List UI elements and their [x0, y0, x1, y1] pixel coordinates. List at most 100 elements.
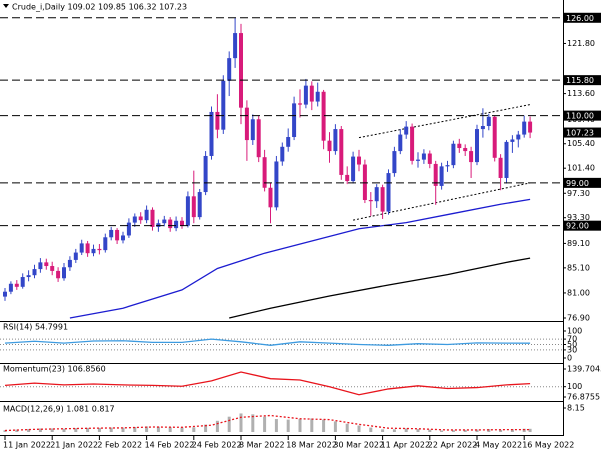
candle-body: [445, 165, 450, 167]
candle-body: [321, 91, 326, 141]
candle-body: [3, 291, 7, 297]
candle-body: [516, 134, 521, 140]
candle-body: [292, 103, 297, 138]
y-tick-label: 139.7045: [567, 365, 601, 374]
y-tick-label: 76.8755: [567, 393, 600, 402]
candle-body: [433, 163, 438, 186]
macd-bar: [215, 420, 219, 432]
candle-body: [174, 220, 179, 229]
x-tick-label: 11 Jan 2022: [3, 441, 51, 450]
candle-body: [280, 146, 285, 162]
candle-body: [374, 187, 379, 202]
candle-body: [268, 187, 273, 208]
macd-bar: [109, 427, 113, 432]
macd-bar: [239, 413, 243, 432]
x-tick-label: 4 May 2022: [475, 441, 522, 450]
y-tick-label: 0: [567, 354, 572, 363]
candle-body: [492, 116, 497, 158]
x-tick-label: 16 May 2022: [522, 441, 574, 450]
candle-body: [368, 199, 373, 202]
candle-body: [103, 237, 108, 251]
candle-body: [44, 262, 49, 267]
macd-bar: [499, 429, 503, 432]
macd-bar: [392, 429, 396, 432]
trend-line: [358, 104, 531, 139]
candle-body: [32, 269, 37, 276]
macd-bar: [333, 421, 337, 432]
macd-bar: [322, 419, 326, 432]
macd-bar: [404, 428, 408, 432]
price-label-box: [564, 127, 601, 138]
macd-bar: [50, 428, 54, 432]
macd-bar: [133, 426, 137, 432]
candle-body: [351, 156, 356, 182]
candle-body: [469, 151, 474, 163]
candle-body: [327, 140, 332, 152]
candle-body: [197, 192, 202, 218]
level-label-box: [564, 177, 601, 188]
candle-body: [126, 222, 131, 236]
level-label: 99.00: [566, 179, 589, 188]
candle-body: [156, 223, 161, 227]
candle-body: [298, 103, 302, 105]
macd-bar: [345, 423, 349, 432]
menu-arrow: [3, 4, 9, 8]
candle-body: [203, 155, 208, 193]
candle-body: [303, 85, 308, 105]
macd-bar: [180, 427, 184, 432]
macd-bar: [251, 414, 255, 432]
y-tick-label: 85.10: [567, 263, 590, 272]
candle-body: [528, 121, 533, 133]
candle-body: [486, 116, 491, 127]
candle-body: [498, 157, 503, 178]
candle-body: [250, 119, 255, 141]
candle-body: [14, 283, 19, 287]
macd-bar: [263, 416, 267, 432]
macd-bar: [192, 427, 196, 432]
candle-body: [380, 187, 385, 212]
candle-body: [191, 196, 196, 218]
level-label: 110.00: [566, 112, 594, 121]
y-tick-label: 81.00: [567, 288, 590, 297]
macd-bar: [440, 430, 444, 432]
x-tick-label: 22 Apr 2022: [428, 441, 477, 450]
level-label: 115.80: [566, 76, 594, 85]
x-tick-label: 14 Feb 2022: [145, 441, 195, 450]
candle-body: [144, 209, 149, 221]
frame: [0, 0, 564, 436]
pane-title: Crude_i,Daily 109.02 109.85 106.32 107.2…: [12, 3, 187, 12]
candle-body: [451, 143, 456, 166]
level-label-box: [564, 12, 601, 23]
candle-body: [73, 252, 78, 260]
macd-bar: [381, 429, 385, 432]
macd-bar: [528, 428, 532, 432]
macd-bar: [451, 430, 455, 432]
x-tick-label: 2 Feb 2022: [97, 441, 142, 450]
candle-body: [215, 111, 220, 130]
candle-body: [233, 33, 238, 59]
macd-bar: [168, 427, 172, 432]
macd-bar: [38, 428, 42, 432]
candle-body: [185, 196, 190, 226]
x-tick-label: 24 Feb 2022: [192, 441, 242, 450]
candle-body: [109, 229, 114, 238]
macd-bar: [487, 429, 491, 432]
candle-body: [50, 266, 55, 271]
indicator-line: [229, 257, 531, 319]
candle-body: [121, 235, 125, 241]
y-tick-label: 70: [567, 335, 577, 344]
last-price-label: 107.23: [566, 129, 594, 138]
candle-body: [504, 141, 509, 178]
macd-bar: [286, 419, 290, 432]
y-tick-label: 8.15: [567, 404, 585, 413]
candle-body: [79, 243, 84, 253]
level-label: 92.00: [566, 222, 589, 231]
macd-bar: [357, 425, 361, 432]
candle-body: [115, 229, 120, 241]
macd-bar: [369, 427, 373, 432]
candle-body: [91, 248, 96, 254]
candle-body: [67, 259, 72, 268]
candle-body: [463, 148, 468, 152]
candle-body: [262, 157, 267, 188]
